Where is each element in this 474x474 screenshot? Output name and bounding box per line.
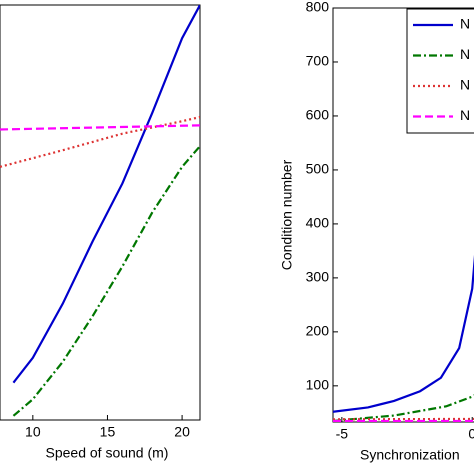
x-tick-label: 20 [174, 424, 190, 440]
x-axis-label: Speed of sound (m) [46, 445, 169, 461]
y-tick-label: 400 [306, 215, 330, 231]
series-line [0, 115, 200, 168]
y-tick-label: 700 [306, 53, 330, 69]
y-tick-label: 600 [306, 107, 330, 123]
y-tick-label: 300 [306, 269, 330, 285]
x-axis-label: Synchronization [360, 447, 460, 463]
series-line [12, 145, 200, 417]
y-tick-label: 100 [306, 377, 330, 393]
legend-box [406, 8, 474, 134]
x-tick-label: 10 [25, 424, 41, 440]
y-tick-label: 800 [306, 0, 330, 15]
legend-label: N [460, 16, 470, 32]
legend-label: N [460, 77, 470, 93]
series-line [0, 124, 200, 131]
x-tick-label: 15 [100, 424, 116, 440]
x-tick-label: -5 [336, 426, 349, 442]
y-tick-label: 500 [306, 161, 330, 177]
series-line [12, 5, 200, 384]
series-line [333, 394, 474, 422]
y-tick-label: 200 [306, 323, 330, 339]
y-axis-label: Condition number [279, 159, 295, 270]
legend-label: N [460, 46, 470, 62]
legend-label: N [460, 107, 470, 123]
x-tick-label: 0 [468, 426, 474, 442]
series-line [333, 254, 474, 413]
plot-frame [0, 4, 201, 421]
series-line [333, 417, 474, 421]
